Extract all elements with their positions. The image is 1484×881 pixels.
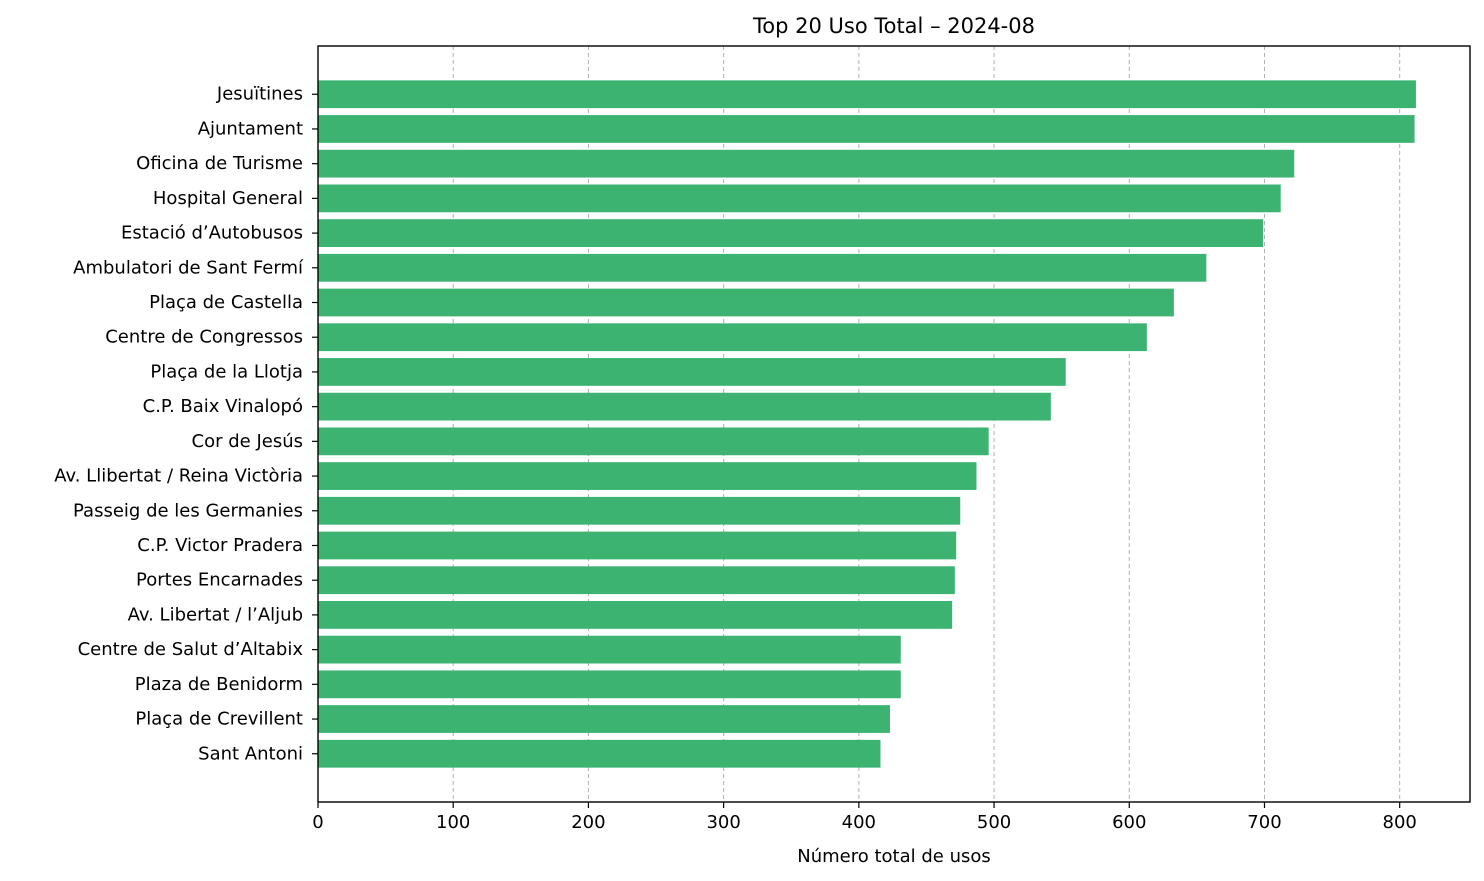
bar (318, 219, 1264, 247)
bar (318, 531, 957, 560)
bar (318, 601, 953, 629)
bar (318, 288, 1174, 317)
bar (318, 80, 1416, 109)
bar (318, 323, 1147, 352)
y-tick-label: Plaça de la Llotja (150, 361, 303, 382)
bar (318, 115, 1415, 143)
y-tick-label: Portes Encarnades (136, 570, 303, 591)
bar (318, 149, 1295, 178)
y-tick-label: Plaça de Castella (149, 292, 303, 313)
y-tick-label: Av. Llibertat / Reina Victòria (54, 466, 303, 487)
y-tick-label: Av. Libertat / l’Aljub (128, 604, 303, 625)
y-tick-label: Ambulatori de Sant Fermí (73, 257, 304, 278)
plot-area-frame (317, 45, 1471, 803)
bar (318, 739, 881, 768)
bar (318, 253, 1207, 282)
x-tick-label: 300 (706, 812, 740, 833)
y-tick-label: Plaza de Benidorm (135, 674, 303, 695)
y-tick-label: Estació d’Autobusos (121, 223, 303, 244)
y-tick-label: C.P. Baix Vinalopó (143, 396, 303, 417)
x-tick-label: 700 (1247, 812, 1281, 833)
bar (318, 705, 890, 733)
bar (318, 462, 977, 490)
y-tick-label: Plaça de Crevillent (135, 709, 303, 730)
y-tick-label: Oficina de Turisme (136, 153, 303, 174)
bar (318, 392, 1051, 421)
x-axis-label: Número total de usos (797, 846, 991, 867)
bars (318, 80, 1416, 768)
x-tick-label: 500 (977, 812, 1011, 833)
x-axis-ticks: 0 100 200 300 400 500 600 700 800 (312, 802, 1417, 833)
x-tick-label: 400 (842, 812, 876, 833)
x-tick-label: 100 (436, 812, 470, 833)
x-tick-label: 600 (1112, 812, 1146, 833)
y-tick-label: Jesuïtines (216, 84, 303, 105)
chart-title: Top 20 Uso Total – 2024-08 (752, 14, 1035, 38)
x-tick-label: 800 (1383, 812, 1417, 833)
bar (318, 670, 901, 699)
bar (318, 566, 955, 595)
y-tick-label: Centre de Salut d’Altabix (78, 639, 304, 660)
bar (318, 427, 989, 456)
y-tick-label: Ajuntament (198, 118, 303, 139)
bar (318, 635, 901, 664)
y-axis-ticks: Jesuïtines Ajuntament Oficina de Turisme Ho… (54, 84, 318, 764)
y-tick-label: Sant Antoni (198, 743, 303, 764)
x-tick-label: 200 (571, 812, 605, 833)
y-tick-label: Cor de Jesús (192, 431, 303, 452)
bar (318, 358, 1066, 386)
y-tick-label: C.P. Victor Pradera (137, 535, 303, 556)
y-tick-label: Passeig de les Germanies (73, 500, 303, 521)
bar (318, 496, 961, 525)
x-tick-label: 0 (312, 812, 323, 833)
y-tick-label: Centre de Congressos (105, 327, 303, 348)
y-tick-label: Hospital General (153, 188, 303, 209)
bar (318, 184, 1281, 213)
